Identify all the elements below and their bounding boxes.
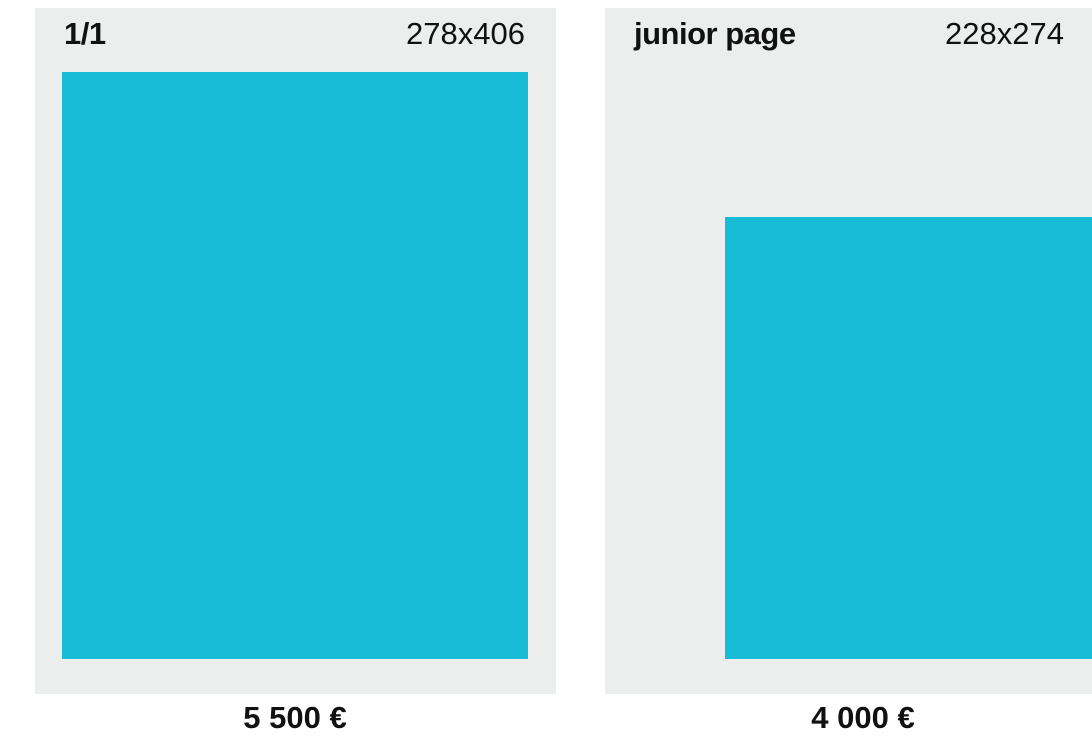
card-price: 4 000 € [811, 700, 915, 735]
card-title: junior page [634, 16, 796, 51]
ad-area [62, 72, 528, 659]
card-size: 278x406 [406, 16, 525, 51]
ad-area [725, 217, 1092, 659]
card-size: 228x274 [945, 16, 1064, 51]
card-title: 1/1 [64, 16, 106, 51]
card-price: 5 500 € [243, 700, 347, 735]
